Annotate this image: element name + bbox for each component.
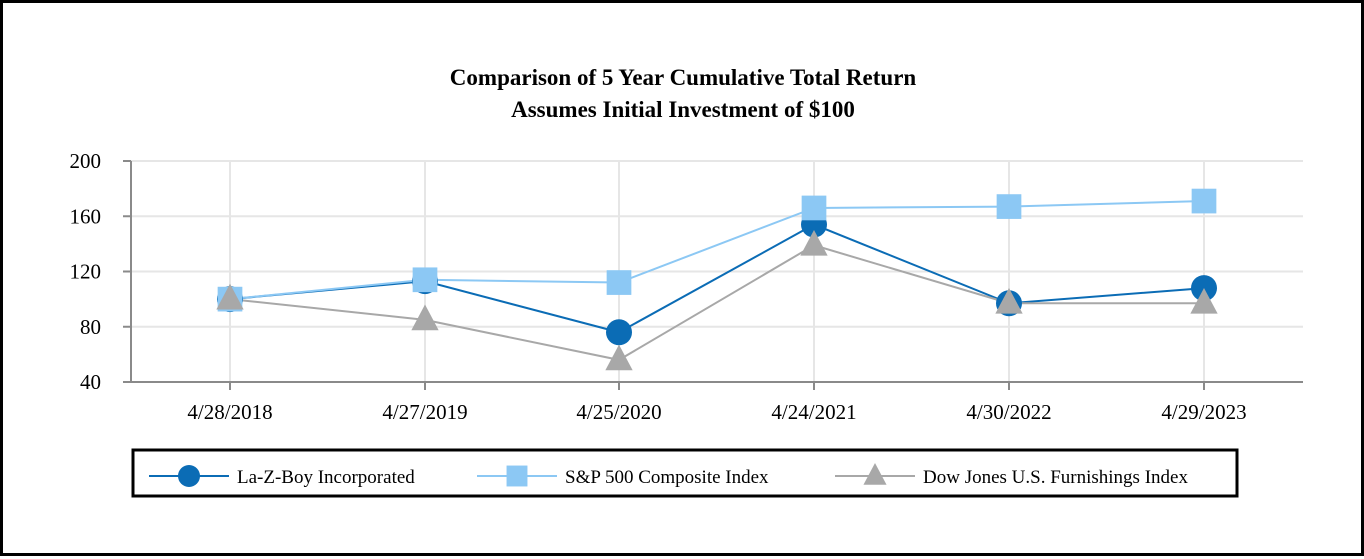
x-tick-label: 4/28/2018 — [187, 400, 272, 424]
legend: La-Z-Boy Incorporated S&P 500 Composite I… — [131, 448, 1239, 498]
line-chart: Comparison of 5 Year Cumulative Total Re… — [70, 65, 1303, 498]
y-tick-label: 40 — [80, 370, 101, 394]
data-point-triangle — [1190, 287, 1218, 314]
data-point-triangle — [800, 229, 828, 256]
legend-marker-triangle — [863, 463, 887, 485]
data-point-triangle — [216, 283, 244, 310]
legend-label: Dow Jones U.S. Furnishings Index — [923, 467, 1188, 488]
legend-label: S&P 500 Composite Index — [565, 467, 769, 488]
x-tick-label: 4/29/2023 — [1161, 400, 1246, 424]
x-tick-label: 4/24/2021 — [771, 400, 856, 424]
data-point-square — [801, 195, 827, 221]
series-group — [216, 188, 1218, 371]
series-line-circle — [229, 223, 1205, 334]
x-tick-label: 4/30/2022 — [966, 400, 1051, 424]
axes — [123, 160, 1303, 390]
data-point-triangle — [995, 287, 1023, 314]
series-line-square — [229, 200, 1205, 301]
legend-box — [131, 448, 1239, 498]
data-point-square — [412, 267, 438, 293]
chart-title: Comparison of 5 Year Cumulative Total Re… — [450, 65, 917, 90]
legend-marker-square — [506, 465, 528, 487]
x-tick-label: 4/27/2019 — [382, 400, 467, 424]
y-tick-label: 120 — [70, 260, 102, 284]
x-tick-label: 4/25/2020 — [576, 400, 661, 424]
legend-marker-circle — [178, 465, 200, 487]
gridlines — [131, 160, 1303, 383]
chart-subtitle: Assumes Initial Investment of $100 — [511, 97, 855, 122]
data-point-square — [996, 194, 1022, 219]
y-tick-label: 200 — [70, 149, 102, 173]
y-tick-label: 160 — [70, 204, 102, 228]
series-line-triangle — [229, 244, 1204, 361]
tick-labels: 40 80 120 160 200 4/28/2018 4/27/2019 4/25/2020… — [70, 149, 1247, 424]
data-point-square — [606, 270, 632, 295]
data-point-square — [1191, 188, 1217, 214]
data-point-triangle — [411, 304, 439, 331]
data-point-triangle — [605, 344, 633, 371]
legend-label: La-Z-Boy Incorporated — [237, 467, 415, 488]
data-point-circle — [606, 319, 632, 346]
y-tick-label: 80 — [80, 315, 101, 339]
